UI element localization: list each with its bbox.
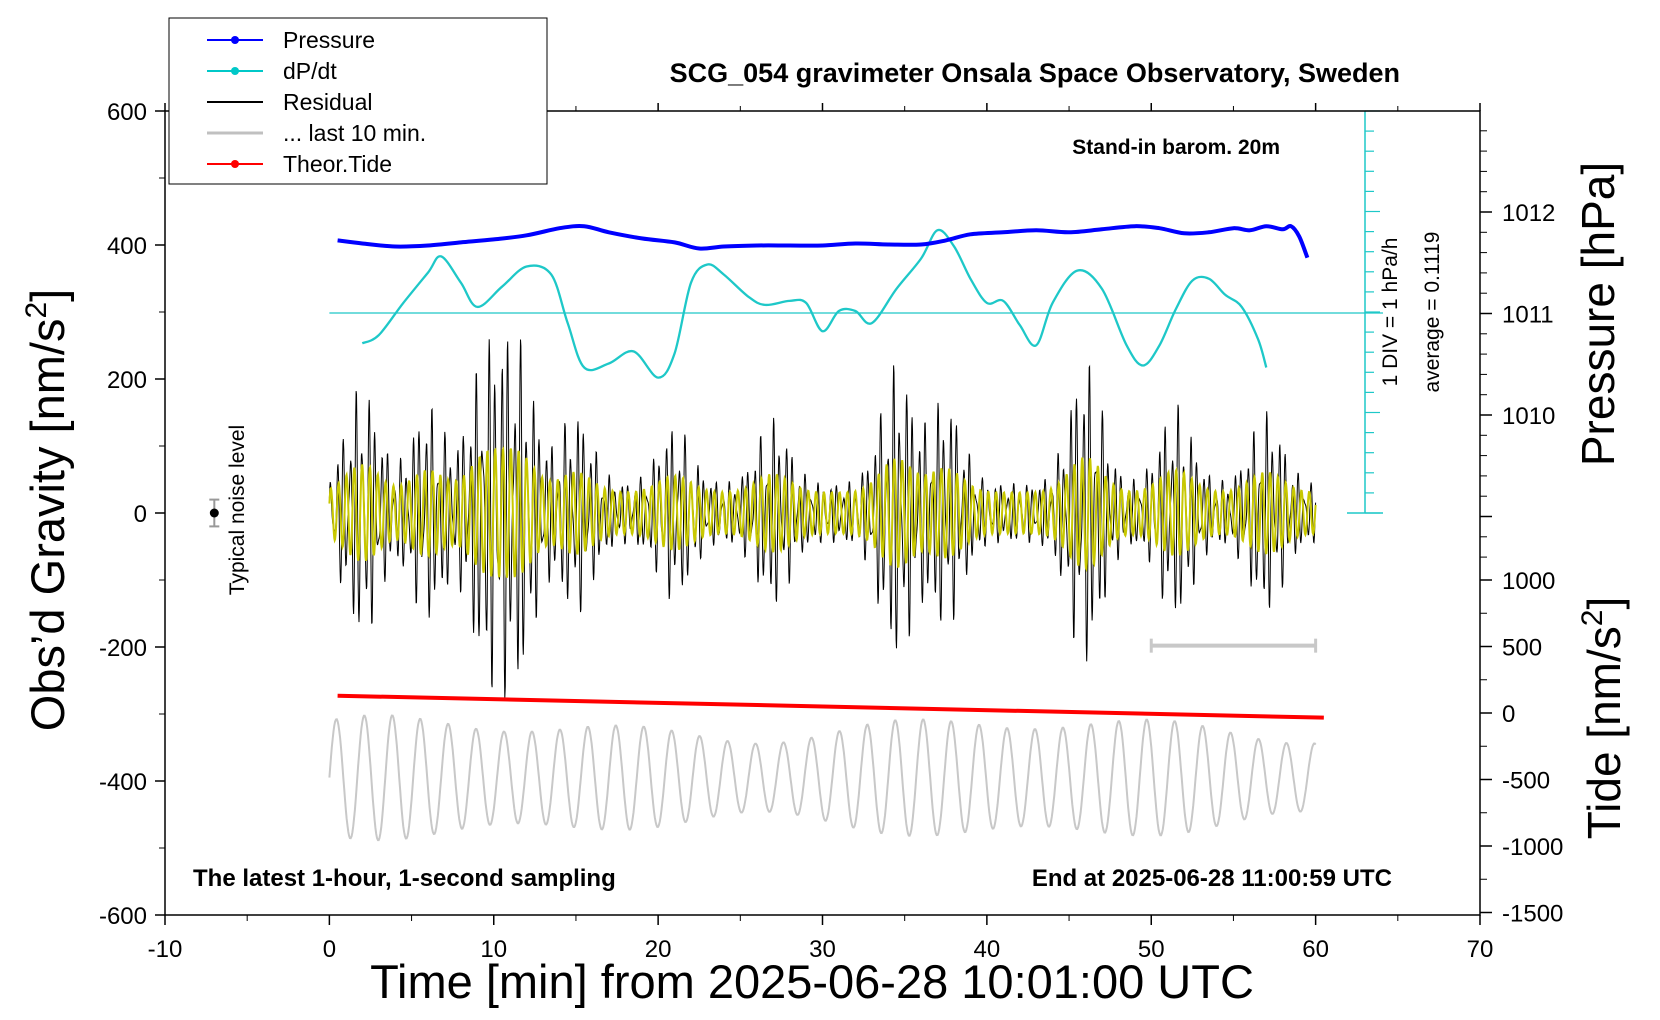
y-tick-label: -400 xyxy=(99,769,147,796)
x-tick-label: -10 xyxy=(148,936,183,963)
series-pressure xyxy=(337,224,1310,259)
y-axis-label-tide-sup: 2 xyxy=(1576,610,1609,627)
y-tick-label: -600 xyxy=(99,903,147,930)
annotation-barom: Stand-in barom. 20m xyxy=(1072,136,1280,159)
x-tick-label: 40 xyxy=(974,936,1001,963)
y-axis-label-left-end: ] xyxy=(21,289,74,302)
y-axis-label-left-main: Obs’d Gravity [nm/s xyxy=(21,319,74,732)
y-axis-label-tide: Tide [nm/s2] xyxy=(1576,597,1630,840)
annotation-average: average = 0.1119 xyxy=(1421,232,1444,393)
y-axis-label-left: Obs’d Gravity [nm/s2] xyxy=(20,289,74,731)
tide-tick-label: -1000 xyxy=(1502,834,1563,861)
y-axis-label-pressure: Pressure [hPa] xyxy=(1572,162,1624,466)
legend-label: Pressure xyxy=(283,27,375,53)
legend-marker xyxy=(231,36,239,44)
y-axis-label-left-sup: 2 xyxy=(20,302,53,319)
annotation-right-bottom: End at 2025-06-28 11:00:59 UTC xyxy=(1032,865,1392,892)
tide-tick-label: 500 xyxy=(1502,635,1542,662)
series-tide xyxy=(337,693,1324,720)
x-tick-label: 50 xyxy=(1138,936,1165,963)
series-dpdt xyxy=(361,228,1268,379)
x-tick-label: 70 xyxy=(1467,936,1494,963)
legend-marker xyxy=(231,67,239,75)
plot-content xyxy=(209,110,1383,842)
y-tick-label: 0 xyxy=(134,501,147,528)
y-tick-label: 600 xyxy=(107,99,147,126)
y-tick-label: 200 xyxy=(107,367,147,394)
tide-tick-label: -1500 xyxy=(1502,901,1563,928)
y-tick-label: -200 xyxy=(99,635,147,662)
y-axis-label-tide-end: ] xyxy=(1578,597,1630,610)
pressure-tick-label: 1010 xyxy=(1502,403,1555,430)
x-tick-label: 0 xyxy=(323,936,336,963)
x-tick-label: 60 xyxy=(1302,936,1329,963)
legend-label: Theor.Tide xyxy=(283,151,392,177)
legend-label: Residual xyxy=(283,89,373,115)
annotation-noise-level: Typical noise level xyxy=(226,425,249,595)
tide-tick-label: 0 xyxy=(1502,701,1515,728)
x-tick-label: 30 xyxy=(809,936,836,963)
tide-tick-label: -500 xyxy=(1502,768,1550,795)
legend-label: dP/dt xyxy=(283,58,337,84)
series-last10 xyxy=(328,714,1317,842)
axes: -10 0 10 20 30 40 50 60 70 600 400 200 0 -200 -400 -600… xyxy=(99,99,1563,963)
x-tick-label: 10 xyxy=(480,936,507,963)
y-tick-label: 400 xyxy=(107,233,147,260)
legend-label: ... last 10 min. xyxy=(283,120,426,146)
tide-tick-label: 1000 xyxy=(1502,568,1555,595)
noise-dot xyxy=(209,508,219,518)
pressure-tick-label: 1011 xyxy=(1502,302,1554,329)
pressure-tick-label: 1012 xyxy=(1502,200,1555,227)
legend-marker xyxy=(231,160,239,168)
x-axis-label: Time [min] from 2025-06-28 10:01:00 UTC xyxy=(370,955,1254,1008)
annotation-div: 1 DIV = 1 hPa/h xyxy=(1379,238,1402,387)
series-residual-filtered xyxy=(328,445,1317,578)
y-axis-label-tide-main: Tide [nm/s xyxy=(1578,626,1630,839)
legend: Pressure dP/dt Residual ... last 10 min. The… xyxy=(168,17,548,185)
chart-title: SCG_054 gravimeter Onsala Space Observat… xyxy=(670,58,1400,88)
x-tick-label: 20 xyxy=(645,936,672,963)
annotation-left-bottom: The latest 1-hour, 1-second sampling xyxy=(193,865,616,892)
